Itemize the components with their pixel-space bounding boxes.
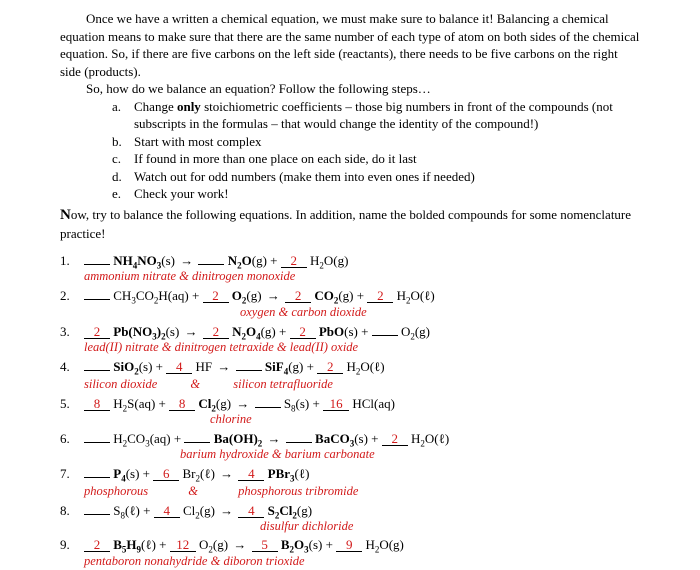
equation-9: 9. 2 B5H9(ℓ) + 12 O2(g) → 5 B2O3(s) + 9 … — [60, 536, 640, 569]
instruction: Now, try to balance the following equati… — [60, 205, 640, 243]
step-e: e.Check your work! — [112, 185, 640, 203]
step-b: b.Start with most complex — [112, 133, 640, 151]
equation-1: 1. NH4NO3(s) → N2O(g) + 2 H2O(g) ammoniu… — [60, 251, 640, 285]
equation-8: 8. S8(ℓ) + 4 Cl2(g) → 4 S2Cl2(g) disulfu… — [60, 501, 640, 535]
names-4: silicon dioxide&silicon tetrafluoride — [84, 375, 640, 393]
step-c: c.If found in more than one place on eac… — [112, 150, 640, 168]
step-d: d.Watch out for odd numbers (make them i… — [112, 168, 640, 186]
step-a: a. Change only stoichiometric coefficien… — [112, 98, 640, 133]
intro-block: Once we have a written a chemical equati… — [60, 10, 640, 98]
equation-2: 2. CH3CO2H(aq) + 2 O2(g) → 2 CO2(g) + 2 … — [60, 286, 640, 320]
step-text: Change only stoichiometric coefficients … — [134, 98, 640, 133]
intro-p2: So, how do we balance an equation? Follo… — [60, 80, 640, 98]
names-6: barium hydroxide & barium carbonate — [180, 446, 640, 463]
equation-6: 6. H2CO3(aq) + Ba(OH)2 → BaCO3(s) + 2 H2… — [60, 429, 640, 463]
names-7: phosphorous&phosphorous tribromide — [84, 482, 640, 500]
names-1: ammonium nitrate & dinitrogen monoxide — [84, 268, 640, 285]
equation-3: 3. 2 Pb(NO3)2(s) → 2 N2O4(g) + 2 PbO(s) … — [60, 322, 640, 356]
names-8: disulfur dichloride — [260, 518, 640, 535]
equation-5: 5. 8 H2S(aq) + 8 Cl2(g) → S8(s) + 16 HCl… — [60, 394, 640, 428]
names-3: lead(II) nitrate & dinitrogen tetraxide … — [84, 339, 640, 356]
equation-7: 7. P4(s) + 6 Br2(ℓ) → 4 PBr3(ℓ) phosphor… — [60, 464, 640, 499]
step-letter: a. — [112, 98, 134, 133]
steps-list: a. Change only stoichiometric coefficien… — [112, 98, 640, 203]
equation-4: 4. SiO2(s) + 4 HF → SiF4(g) + 2 H2O(ℓ) s… — [60, 357, 640, 392]
names-5: chlorine — [210, 411, 640, 428]
names-2: oxygen & carbon dioxide — [240, 304, 640, 321]
names-9: pentaboron nonahydride & diboron trioxid… — [84, 553, 640, 570]
intro-p1: Once we have a written a chemical equati… — [60, 10, 640, 80]
worksheet-page: Once we have a written a chemical equati… — [0, 0, 700, 570]
